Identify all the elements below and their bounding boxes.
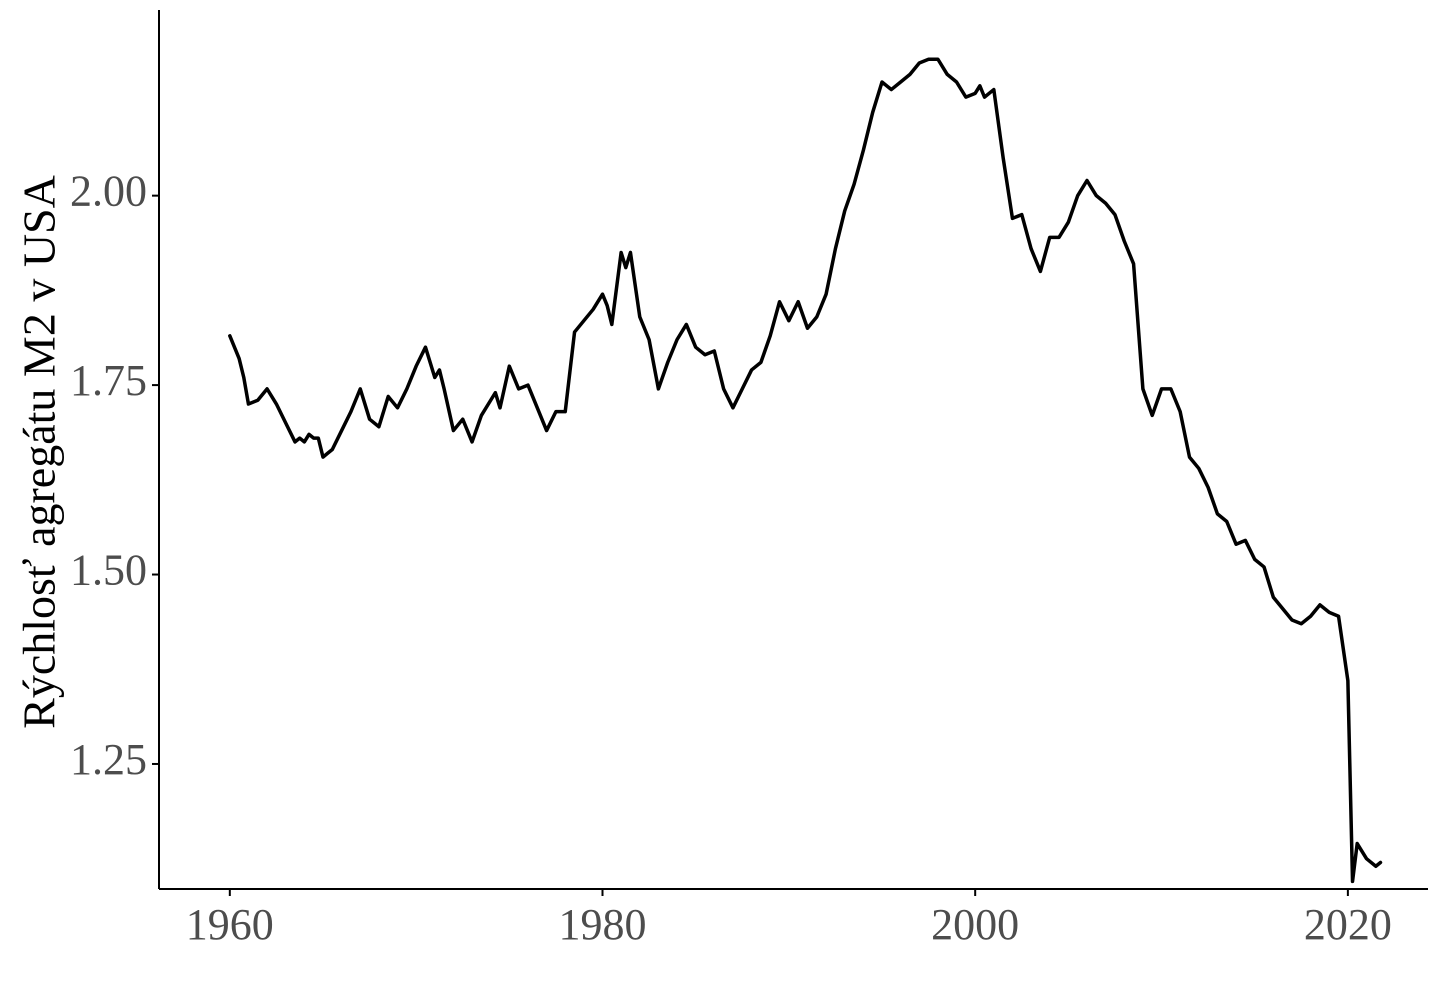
y-tick-label: 2.00 [70, 167, 147, 216]
y-tick-label: 1.25 [70, 735, 147, 784]
y-tick-label: 1.50 [70, 546, 147, 595]
x-ticks: 1960 1980 2000 2020 [186, 889, 1392, 949]
plot-area: 1.25 1.50 1.75 2.00 1960 1980 2000 2020 [70, 10, 1428, 949]
series-line [228, 57, 1383, 884]
y-tick-label: 1.75 [70, 356, 147, 405]
x-tick-label: 2000 [931, 900, 1019, 949]
x-tick-label: 1960 [186, 900, 274, 949]
y-ticks: 1.25 1.50 1.75 2.00 [70, 167, 159, 784]
x-tick-label: 1980 [558, 900, 646, 949]
x-tick-label: 2020 [1304, 900, 1392, 949]
y-axis-title: Rýchlosť agregátu M2 v USA [14, 175, 65, 729]
